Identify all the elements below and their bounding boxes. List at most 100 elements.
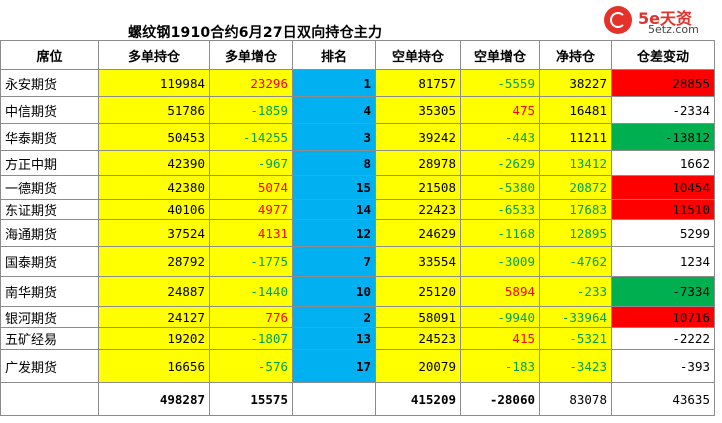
cell-net-pos: 38227 — [539, 69, 612, 97]
cell-seat: 南华期货 — [0, 276, 99, 307]
cell-short-pos: 22423 — [375, 199, 461, 220]
cell-oi-diff: 28855 — [611, 69, 715, 97]
cell-long-pos: 37524 — [98, 219, 210, 247]
cell-long-pos: 24127 — [98, 306, 210, 328]
cell-long-pos: 16656 — [98, 349, 210, 383]
cell-oi-diff: -7334 — [611, 276, 715, 307]
table-row: 永安期货 119984 23296 1 81757 -5559 38227 28855 — [0, 69, 715, 97]
cell-oi-diff: 10454 — [611, 175, 715, 200]
cell-rank: 7 — [292, 246, 376, 277]
cell-short-pos: 35305 — [375, 96, 461, 124]
cell-long-pos: 24887 — [98, 276, 210, 307]
totals-row: 498287 15575 415209 -28060 83078 43635 — [0, 382, 715, 416]
cell-short-chg: -183 — [460, 349, 540, 383]
site-logo: 5e天资 5etz.com — [604, 2, 716, 36]
cell-oi-diff: -2334 — [611, 96, 715, 124]
logo-brand: 5e天资 — [638, 9, 692, 28]
cell-long-chg: -576 — [209, 349, 293, 383]
total-long-pos: 498287 — [98, 382, 210, 416]
cell-short-pos: 33554 — [375, 246, 461, 277]
cell-rank: 4 — [292, 96, 376, 124]
header-long-chg: 多单增仓 — [209, 40, 293, 70]
cell-long-chg: 4977 — [209, 199, 293, 220]
cell-seat: 国泰期货 — [0, 246, 99, 277]
cell-short-chg: -5380 — [460, 175, 540, 200]
cell-long-chg: -1859 — [209, 96, 293, 124]
cell-seat: 五矿经易 — [0, 327, 99, 350]
cell-long-pos: 119984 — [98, 69, 210, 97]
total-net-pos: 83078 — [539, 382, 612, 416]
cell-net-pos: -33964 — [539, 306, 612, 328]
cell-long-chg: -967 — [209, 150, 293, 176]
header-long-pos: 多单持仓 — [98, 40, 210, 70]
cell-short-chg: -443 — [460, 123, 540, 151]
cell-rank: 17 — [292, 349, 376, 383]
cell-short-chg: -6533 — [460, 199, 540, 220]
cell-long-chg: -1807 — [209, 327, 293, 350]
table-row: 国泰期货 28792 -1775 7 33554 -3009 -4762 1234 — [0, 246, 715, 277]
total-short-chg: -28060 — [460, 382, 540, 416]
header-rank: 排名 — [292, 40, 376, 70]
cell-long-chg: -14255 — [209, 123, 293, 151]
cell-long-chg: 4131 — [209, 219, 293, 247]
cell-seat: 华泰期货 — [0, 123, 99, 151]
logo-icon — [604, 6, 632, 34]
cell-oi-diff: 1234 — [611, 246, 715, 277]
cell-long-pos: 40106 — [98, 199, 210, 220]
cell-net-pos: 12895 — [539, 219, 612, 247]
cell-oi-diff: -393 — [611, 349, 715, 383]
cell-short-pos: 39242 — [375, 123, 461, 151]
cell-seat: 东证期货 — [0, 199, 99, 220]
table-title: 螺纹钢1910合约6月27日双向持仓主力 — [128, 25, 383, 41]
cell-net-pos: -5321 — [539, 327, 612, 350]
cell-seat: 一德期货 — [0, 175, 99, 200]
table-row: 广发期货 16656 -576 17 20079 -183 -3423 -393 — [0, 349, 715, 383]
cell-long-chg: -1775 — [209, 246, 293, 277]
cell-long-pos: 19202 — [98, 327, 210, 350]
cell-net-pos: 13412 — [539, 150, 612, 176]
cell-rank: 1 — [292, 69, 376, 97]
cell-net-pos: 17683 — [539, 199, 612, 220]
cell-short-chg: 5894 — [460, 276, 540, 307]
cell-oi-diff: -13812 — [611, 123, 715, 151]
cell-rank: 10 — [292, 276, 376, 307]
cell-oi-diff: 5299 — [611, 219, 715, 247]
cell-seat: 中信期货 — [0, 96, 99, 124]
cell-rank: 3 — [292, 123, 376, 151]
cell-short-pos: 24523 — [375, 327, 461, 350]
cell-rank: 15 — [292, 175, 376, 200]
cell-rank: 12 — [292, 219, 376, 247]
cell-net-pos: -233 — [539, 276, 612, 307]
header-short-chg: 空单增仓 — [460, 40, 540, 70]
cell-oi-diff: 1662 — [611, 150, 715, 176]
total-long-chg: 15575 — [209, 382, 293, 416]
table-row: 海通期货 37524 4131 12 24629 -1168 12895 5299 — [0, 219, 715, 247]
position-table: 席位 多单持仓 多单增仓 排名 空单持仓 空单增仓 净持仓 仓差变动 永安期货 119984 232… — [0, 40, 715, 416]
cell-long-chg: 5074 — [209, 175, 293, 200]
header-oi-diff: 仓差变动 — [611, 40, 715, 70]
cell-net-pos: -3423 — [539, 349, 612, 383]
cell-short-chg: 415 — [460, 327, 540, 350]
table-row: 南华期货 24887 -1440 10 25120 5894 -233 -7334 — [0, 276, 715, 307]
cell-long-chg: 23296 — [209, 69, 293, 97]
cell-short-pos: 81757 — [375, 69, 461, 97]
header-short-pos: 空单持仓 — [375, 40, 461, 70]
cell-short-pos: 58091 — [375, 306, 461, 328]
cell-short-chg: -2629 — [460, 150, 540, 176]
table-row: 银河期货 24127 776 2 58091 -9940 -33964 10716 — [0, 306, 715, 328]
table-row: 一德期货 42380 5074 15 21508 -5380 20872 10454 — [0, 175, 715, 200]
cell-short-chg: -5559 — [460, 69, 540, 97]
cell-short-chg: -3009 — [460, 246, 540, 277]
cell-long-chg: 776 — [209, 306, 293, 328]
cell-long-pos: 28792 — [98, 246, 210, 277]
cell-long-pos: 51786 — [98, 96, 210, 124]
cell-seat: 方正中期 — [0, 150, 99, 176]
cell-rank: 14 — [292, 199, 376, 220]
total-short-pos: 415209 — [375, 382, 461, 416]
cell-oi-diff: -2222 — [611, 327, 715, 350]
total-rank — [292, 382, 376, 416]
cell-oi-diff: 10716 — [611, 306, 715, 328]
cell-long-chg: -1440 — [209, 276, 293, 307]
cell-short-pos: 25120 — [375, 276, 461, 307]
